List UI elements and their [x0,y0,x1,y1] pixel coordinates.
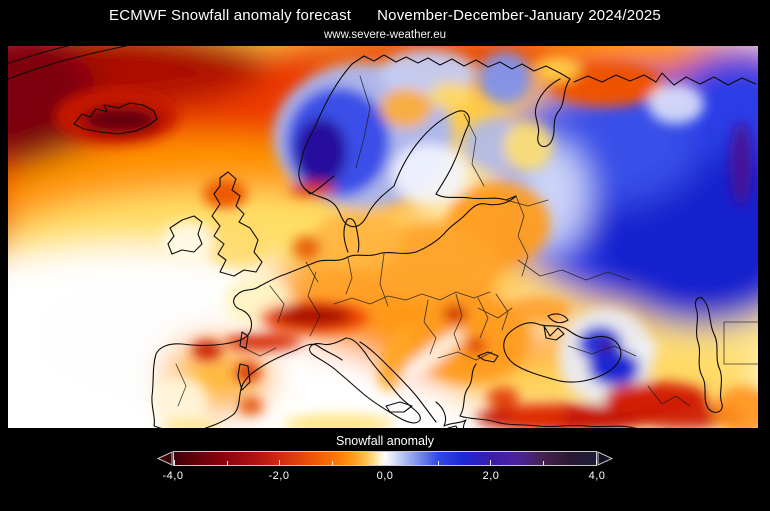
anomaly-balkan-red-1 [443,305,467,323]
colorbar-tick [437,461,439,465]
colorbar-tick [543,461,545,465]
anomaly-england-yellow [204,215,272,267]
anomaly-armenia-white-dot [638,340,658,356]
colorbar-tick-label: -4,0 [162,470,184,482]
coastline-paths [8,46,757,428]
anomaly-scotland-red [203,179,247,209]
anomaly-italy-orange [378,321,418,391]
white-sea-coast [534,78,571,148]
turkey-south-coast [459,415,672,428]
anomaly-lapland-orange [380,88,432,128]
anomaly-netherlands-spot [293,236,321,260]
colorbar-gradient [172,451,598,466]
anomaly-balkan-red-2 [466,338,486,354]
colorbar-tick-labels: -4,0 -2,0 0,0 2,0 4,0 [156,470,614,484]
greenland-coast [8,46,127,80]
colorbar-row [156,451,614,466]
anomaly-mideast-orange [713,386,758,428]
anomaly-ireland-pale [162,222,214,262]
anomaly-adriatic-white [399,330,465,382]
anomaly-africa-yellow-1 [283,414,393,428]
iceland-coast [73,102,158,135]
arctic-coast-east [573,72,757,86]
colorbar-tick [332,461,334,465]
colorbar-tick [173,460,175,465]
colorbar-tick-label: 0,0 [376,470,394,482]
colorbar-tick-label: 4,0 [588,470,606,482]
colorbar-tick [226,461,228,465]
arctic-coast-west [351,54,571,80]
right-arrow-icon [597,451,614,466]
europe-snowfall-anomaly-map [8,46,758,428]
anomaly-dvina-yellow [503,121,553,171]
anomaly-africa-yellow-2 [160,418,220,428]
anomaly-lapland-yellow-patch [429,82,473,110]
anomaly-greece-red [487,387,519,409]
azov-sea-coast [547,313,569,324]
page-title-product: ECMWF Snowfall anomaly forecast [109,7,352,24]
jutland-coast [343,217,360,253]
anomaly-kola-yellow-west [536,58,580,82]
country-borders [175,75,758,407]
colorbar-tick [279,460,281,465]
anomaly-bothnia-white [392,144,468,204]
black-sea-coast [503,322,622,383]
anomaly-iceland-dark-core [82,107,158,133]
anomaly-white-gap-ne [648,84,704,124]
med-north-coast [295,343,343,361]
anomaly-caucasus-purple-dot [598,339,614,353]
anomaly-norway-purple-core [295,118,347,186]
colorbar-tick-label: -2,0 [268,470,290,482]
iberia-atlantic-coast [151,285,297,428]
sicily-coast [385,401,413,413]
colorbar-tick [595,460,597,465]
caspian-sea-coast [694,296,723,413]
bothnia-coast [393,110,470,195]
great-britain-coast [211,171,263,277]
corsica-coast [239,331,249,349]
anomaly-iberia-red-south [239,397,263,415]
anomaly-russia-purple-streak [730,122,752,206]
finland-south-coast [435,193,517,201]
crimea-coast [543,325,565,341]
anomaly-galicia-red [192,340,222,360]
colorbar-tick-label: 2,0 [482,470,500,482]
anomaly-crimea-orange [504,296,572,324]
anomaly-provence-red [225,333,301,351]
page-title: ECMWF Snowfall anomaly forecast November-… [0,7,770,24]
anomaly-norway-coast-red [289,182,337,196]
page-title-period: November-December-January 2024/2025 [377,7,661,24]
baltic-east-coast [415,195,517,253]
colorbar-title: Snowfall anomaly [336,434,434,448]
norway-coast [298,63,353,195]
anomaly-baltic-orange [374,224,498,304]
baltic-south-coast [259,251,417,287]
turkey-west-coast [459,351,499,417]
left-arrow-icon [156,451,173,466]
border-lines [175,75,758,407]
anomaly-field-detail [54,50,758,428]
italy-coast [309,337,421,424]
colorbar-tick [384,460,386,465]
dalmatia-coast [359,341,437,423]
anomaly-lapland-blue [479,52,531,104]
south-scandinavia-coast [303,185,395,228]
source-url: www.severe-weather.eu [323,29,447,41]
greece-coast [435,401,467,428]
anomaly-alps-dark-red [276,306,352,326]
anomaly-aegean-red [506,404,566,428]
colorbar-legend: Snowfall anomaly -4,0 -2,0 0,0 2,0 4,0 [156,434,614,484]
anomaly-ne-corner-blue [673,50,758,146]
anomaly-iberia-red-center [235,362,261,382]
sardinia-coast [237,363,251,391]
colorbar-tick [490,460,492,465]
ireland-coast [167,215,203,255]
